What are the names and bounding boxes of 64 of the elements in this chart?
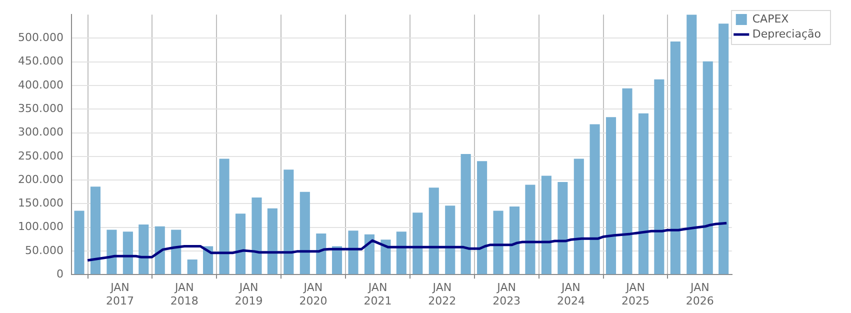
y-tick-label: 0 bbox=[56, 267, 64, 280]
bar bbox=[525, 184, 536, 274]
bar bbox=[284, 170, 294, 274]
bar bbox=[428, 188, 439, 274]
x-tick-label: JAN 2021 bbox=[364, 281, 392, 308]
bar bbox=[493, 210, 504, 274]
legend-label: CAPEX bbox=[752, 12, 790, 26]
y-tick-label: 250.000 bbox=[18, 149, 64, 162]
bar bbox=[171, 230, 182, 274]
bar bbox=[702, 61, 713, 274]
bar bbox=[460, 154, 471, 274]
bar bbox=[154, 226, 165, 274]
bar bbox=[606, 117, 616, 274]
x-tick-label: JAN 2017 bbox=[106, 281, 134, 308]
y-tick-label: 350.000 bbox=[18, 102, 64, 116]
y-tick-label: 300.000 bbox=[18, 126, 64, 139]
bar bbox=[574, 158, 584, 274]
x-tick-label: JAN 2024 bbox=[556, 281, 585, 308]
bar bbox=[348, 230, 358, 274]
bar bbox=[445, 206, 456, 274]
bar bbox=[90, 186, 101, 274]
bar bbox=[203, 246, 214, 274]
bar bbox=[380, 240, 391, 274]
x-tick-label: JAN 2018 bbox=[170, 281, 198, 308]
bar bbox=[622, 88, 632, 274]
x-tick-label: JAN 2022 bbox=[428, 281, 456, 308]
bar bbox=[267, 208, 278, 274]
bar bbox=[509, 206, 520, 274]
y-tick-label: 400.000 bbox=[18, 78, 64, 92]
bar bbox=[122, 232, 133, 274]
x-tick-label: JAN 2019 bbox=[234, 281, 263, 308]
y-tick-label: 450.000 bbox=[18, 54, 64, 68]
bar bbox=[364, 234, 375, 274]
bar bbox=[477, 161, 488, 274]
y-tick-label: 100.000 bbox=[18, 220, 64, 234]
bar bbox=[219, 158, 230, 274]
bar bbox=[654, 79, 664, 274]
x-tick-label: JAN 2020 bbox=[299, 281, 328, 308]
bar bbox=[74, 210, 84, 274]
bar bbox=[670, 42, 680, 274]
bar bbox=[252, 198, 262, 274]
bar bbox=[138, 224, 149, 274]
bar bbox=[106, 230, 117, 274]
bar bbox=[316, 233, 326, 274]
bar bbox=[558, 182, 568, 274]
legend-label: Depreciação bbox=[752, 27, 822, 40]
bar bbox=[235, 214, 246, 274]
x-tick-label: JAN 2023 bbox=[492, 281, 521, 308]
bar bbox=[412, 212, 423, 274]
y-tick-label: 200.000 bbox=[18, 172, 64, 186]
bar bbox=[718, 24, 729, 274]
bar bbox=[590, 124, 600, 274]
y-tick-label: 150.000 bbox=[18, 196, 64, 210]
bar bbox=[541, 176, 552, 274]
y-tick-label: 50.000 bbox=[24, 244, 64, 257]
bar bbox=[300, 192, 310, 274]
bar bbox=[638, 113, 648, 274]
y-tick-label: 500.000 bbox=[18, 31, 64, 44]
bar bbox=[396, 232, 406, 274]
bar bbox=[686, 14, 697, 274]
x-tick-label: JAN 2026 bbox=[686, 281, 714, 308]
bar bbox=[187, 259, 198, 274]
x-tick-label: JAN 2025 bbox=[622, 281, 650, 308]
bar bbox=[332, 246, 342, 274]
